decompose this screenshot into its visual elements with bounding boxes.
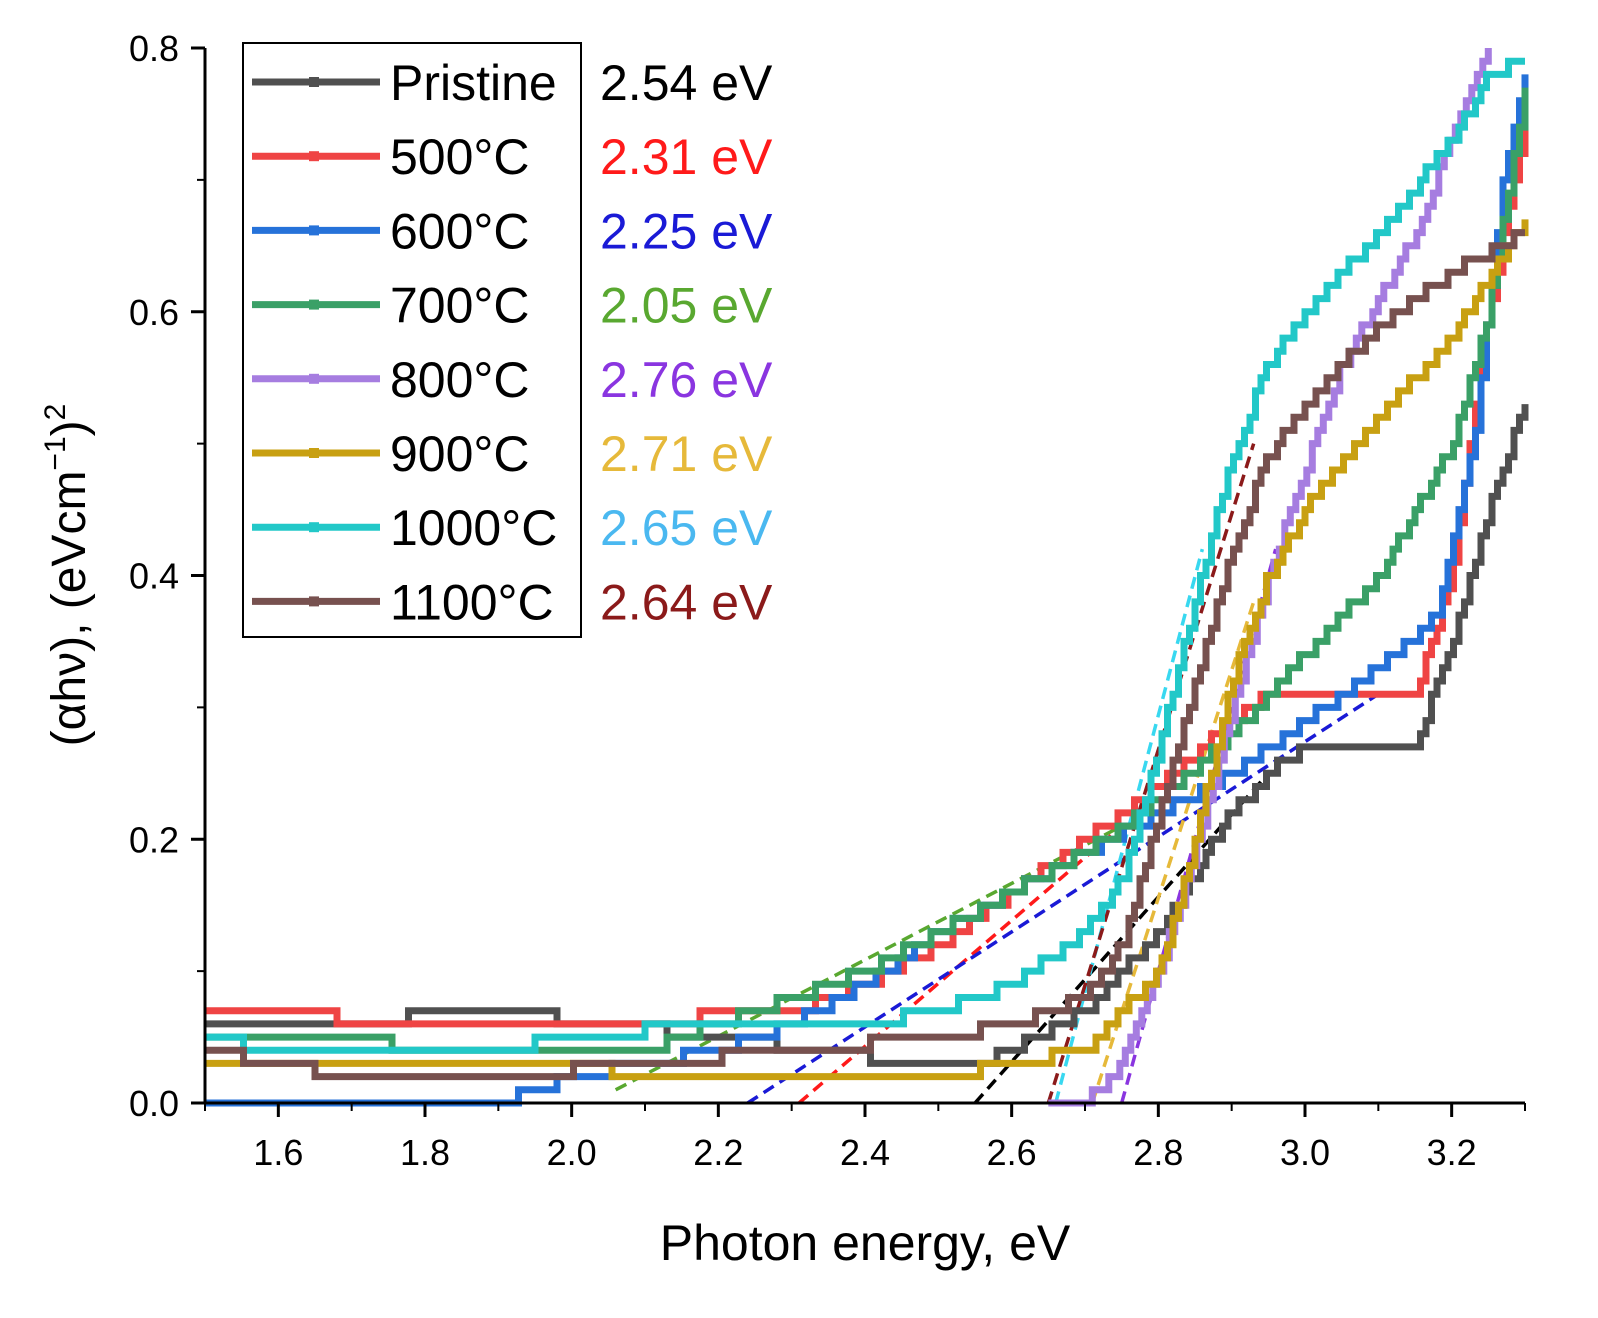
x-tick-label: 1.6	[253, 1132, 303, 1173]
fit-line-3	[614, 824, 1123, 1092]
legend-label-5: 900°C	[390, 426, 530, 482]
bandgap-label-2: 2.25 eV	[600, 203, 773, 259]
legend-marker-3	[309, 299, 319, 310]
legend-label-1: 500°C	[390, 129, 530, 185]
legend-marker-4	[309, 373, 319, 384]
x-tick-label: 2.2	[693, 1132, 743, 1173]
x-axis-label: Photon energy, eV	[660, 1215, 1071, 1271]
x-tick-label: 3.2	[1427, 1132, 1477, 1173]
x-ticks: 1.6 1.8 2.0 2.2 2.4 2.6 2.8 3.0 3.2	[204, 1103, 1526, 1173]
series-line-5	[205, 219, 1529, 1081]
legend-box	[242, 42, 582, 638]
y-axis-label-main: (αhν), (eVcm	[43, 471, 96, 747]
legend-marker-1	[309, 151, 319, 162]
legend-label-7: 1100°C	[390, 574, 554, 630]
fit-line-2	[746, 692, 1380, 1105]
y-tick-label: 0.6	[129, 292, 179, 333]
bandgap-label-0: 2.54 eV	[600, 55, 773, 111]
x-tick-label: 2.0	[547, 1132, 597, 1173]
legend-marker-5	[309, 448, 319, 458]
x-tick-label: 2.6	[987, 1132, 1037, 1173]
bandgap-label-7: 2.64 eV	[600, 574, 773, 630]
legend-label-3: 700°C	[390, 278, 530, 334]
legend-label-0: Pristine	[390, 55, 557, 111]
y-ticks: 0.0 0.2 0.4 0.6 0.8	[129, 28, 205, 1124]
legend-marker-2	[309, 225, 319, 236]
legend-label-2: 600°C	[390, 203, 530, 259]
bandgap-label-6: 2.65 eV	[600, 500, 773, 556]
y-axis-label-sup2: 2	[39, 404, 72, 421]
series-layer	[205, 48, 1529, 1107]
y-tick-label: 0.4	[129, 556, 179, 597]
bandgap-labels: 2.54 eV 2.31 eV 2.25 eV 2.05 eV 2.76 eV 2.71 …	[600, 55, 773, 630]
y-axis-label-close: )	[43, 420, 96, 436]
x-tick-label: 2.4	[840, 1132, 890, 1173]
y-tick-label: 0.2	[129, 819, 179, 860]
x-tick-label: 3.0	[1280, 1132, 1330, 1173]
bandgap-label-5: 2.71 eV	[600, 426, 773, 482]
y-axis-label: (αhν), (eVcm−1)2	[39, 404, 96, 747]
y-tick-label: 0.8	[129, 28, 179, 69]
x-tick-label: 2.8	[1133, 1132, 1183, 1173]
y-axis-label-sup1: −1	[39, 436, 72, 470]
fit-line-5	[1090, 601, 1256, 1104]
legend-marker-7	[309, 596, 319, 607]
legend-marker-6	[309, 522, 319, 533]
legend: Pristine 500°C 600°C 700°C 800°C 900°C 1000°C 1…	[242, 42, 582, 638]
legend-label-6: 1000°C	[390, 500, 557, 556]
series-line-6	[205, 57, 1525, 1054]
series-line-1	[205, 127, 1529, 1028]
bandgap-label-1: 2.31 eV	[600, 129, 773, 185]
series-line-0	[205, 404, 1529, 1067]
legend-label-4: 800°C	[390, 352, 530, 408]
series-line-7	[205, 229, 1525, 1081]
legend-marker-0	[309, 77, 319, 87]
y-tick-label: 0.0	[129, 1083, 179, 1124]
bandgap-label-4: 2.76 eV	[600, 352, 773, 408]
bandgap-label-3: 2.05 eV	[600, 278, 773, 334]
x-tick-label: 1.8	[400, 1132, 450, 1173]
